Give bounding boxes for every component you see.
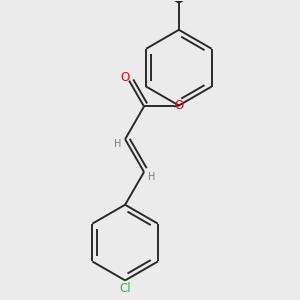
Text: O: O [120,71,129,84]
Text: H: H [114,139,122,149]
Text: O: O [174,99,184,112]
Text: Cl: Cl [119,282,131,296]
Text: H: H [148,172,155,182]
